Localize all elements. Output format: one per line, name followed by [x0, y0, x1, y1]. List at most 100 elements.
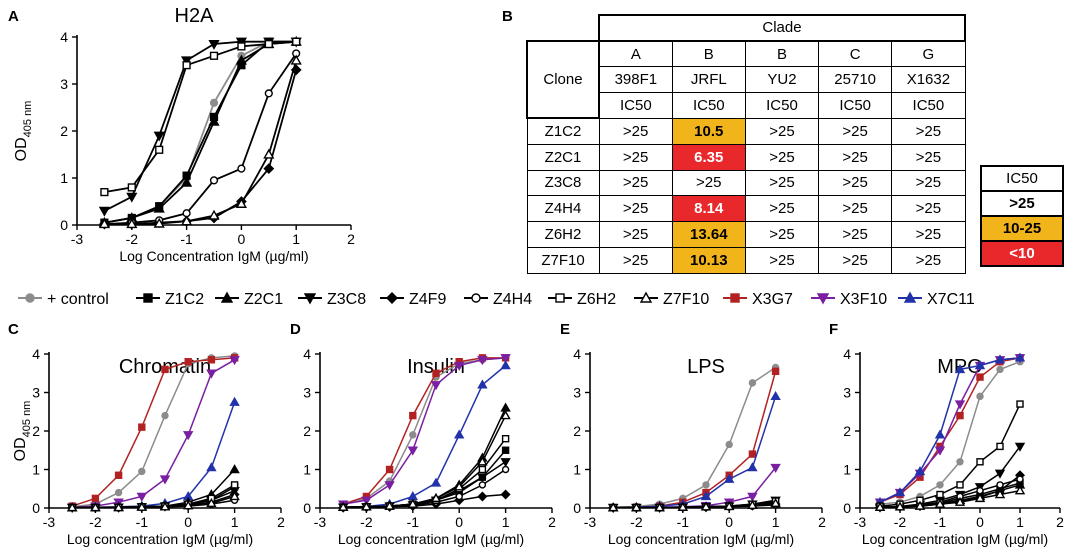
clone-cell: Z2C1 — [527, 144, 599, 170]
data-point — [387, 467, 393, 473]
series-line — [880, 358, 1020, 502]
x-tick-label: 1 — [231, 514, 239, 530]
data-point — [996, 470, 1004, 477]
data-point — [936, 431, 944, 438]
data-point — [748, 493, 756, 500]
table-row: Z3C8 >25 >25 >25 >25 >25 — [527, 170, 965, 196]
y-tick-label: 0 — [573, 500, 581, 516]
legend-item: Z4F9 — [380, 291, 446, 308]
clade-cell: C — [819, 41, 892, 67]
data-point — [410, 432, 416, 438]
y-tick-label: 1 — [843, 462, 851, 478]
clone-cell: Z6H2 — [527, 222, 599, 248]
ic-cell: IC50 — [599, 93, 672, 119]
data-point — [156, 146, 163, 153]
key-level-mid: 10-25 — [981, 216, 1063, 241]
data-point — [956, 401, 964, 408]
panel-letter: E — [560, 321, 570, 338]
data-point — [937, 482, 943, 488]
clade-cell: G — [892, 41, 965, 67]
x-tick-label: -2 — [89, 514, 102, 530]
legend-marker — [472, 294, 480, 302]
value-cell: >25 — [745, 248, 818, 274]
legend-item: Z7F10 — [634, 291, 709, 308]
y-axis-label: OD405 nm — [12, 401, 33, 462]
data-point — [264, 150, 273, 158]
table-row: Z6H2 >25 13.64 >25 >25 >25 — [527, 222, 965, 248]
value-cell: >25 — [819, 222, 892, 248]
data-point — [211, 52, 218, 59]
data-point — [410, 413, 416, 419]
data-point — [502, 404, 510, 411]
data-point — [127, 193, 136, 201]
x-tick-label: -3 — [43, 514, 56, 530]
series-x3f10 — [68, 357, 238, 511]
value-cell: >25 — [892, 222, 965, 248]
chart-d: DInsulin-3 -2 -1 0 1 201234Log concentration … — [290, 321, 556, 547]
data-point — [231, 357, 239, 364]
x-tick-label: 0 — [725, 514, 733, 530]
data-point — [1017, 476, 1023, 482]
y-tick-label: 3 — [573, 385, 581, 401]
data-point — [432, 382, 440, 389]
value-cell: 6.35 — [672, 144, 745, 170]
chart-title: LPS — [687, 356, 725, 378]
x-tick-label: -3 — [314, 514, 327, 530]
value-cell: >25 — [745, 222, 818, 248]
data-point — [455, 431, 463, 438]
value-cell: >25 — [892, 118, 965, 144]
legend-label: Z2C1 — [244, 291, 283, 308]
x-axis-label: Log concentration IgM (µg/ml) — [338, 531, 524, 547]
data-point — [232, 482, 238, 488]
value-cell: >25 — [819, 144, 892, 170]
y-axis-label-main: OD — [12, 437, 29, 461]
panel-letter: A — [8, 8, 19, 25]
data-point — [92, 495, 98, 501]
x-axis-label: Log concentration IgM (µg/ml) — [608, 531, 794, 547]
data-point — [185, 359, 191, 365]
series-line — [72, 356, 234, 507]
legend-item: Z1C2 — [136, 291, 204, 308]
data-point — [208, 357, 214, 363]
ic-cell: IC50 — [819, 93, 892, 119]
value-cell: >25 — [599, 144, 672, 170]
legend-label: Z3C8 — [327, 291, 366, 308]
data-point — [772, 392, 780, 399]
x-tick-label: -1 — [677, 514, 690, 530]
key-level-low: <10 — [981, 241, 1063, 266]
y-tick-label: 0 — [60, 217, 68, 233]
legend: + control Z1C2 Z2C1 Z3C8 Z4F9 Z4H4 Z6H2 Z7F10 X3… — [18, 291, 975, 308]
data-point — [916, 467, 924, 474]
data-point — [231, 466, 239, 473]
y-tick-label: 2 — [843, 423, 851, 439]
virus-cell: JRFL — [672, 67, 745, 93]
value-cell: >25 — [672, 170, 745, 196]
ic-cell: IC50 — [672, 93, 745, 119]
value-cell: 10.5 — [672, 118, 745, 144]
panel-letter: D — [290, 321, 301, 338]
data-point — [479, 467, 485, 473]
data-point — [503, 447, 509, 453]
y-tick-label: 4 — [303, 346, 311, 362]
value-cell: >25 — [599, 248, 672, 274]
series-line — [613, 371, 775, 507]
data-point — [211, 177, 218, 184]
clade-cell: B — [745, 41, 818, 67]
table-row: Z7F10 >25 10.13 >25 >25 >25 — [527, 248, 965, 274]
y-tick-label: 3 — [843, 385, 851, 401]
legend-marker — [556, 294, 564, 302]
virus-cell: YU2 — [745, 67, 818, 93]
data-point — [957, 413, 963, 419]
table-row: Z1C2 >25 10.5 >25 >25 >25 — [527, 118, 965, 144]
x-tick-label: 1 — [292, 231, 300, 247]
y-tick-label: 0 — [32, 500, 40, 516]
data-point — [138, 493, 146, 500]
clade-header: Clade — [599, 15, 965, 41]
x-tick-label: -2 — [126, 231, 139, 247]
x-tick-label: -3 — [71, 231, 84, 247]
y-axis-label-main: OD — [13, 137, 30, 161]
clade-cell: A — [599, 41, 672, 67]
value-cell: >25 — [892, 248, 965, 274]
data-point — [977, 459, 983, 465]
